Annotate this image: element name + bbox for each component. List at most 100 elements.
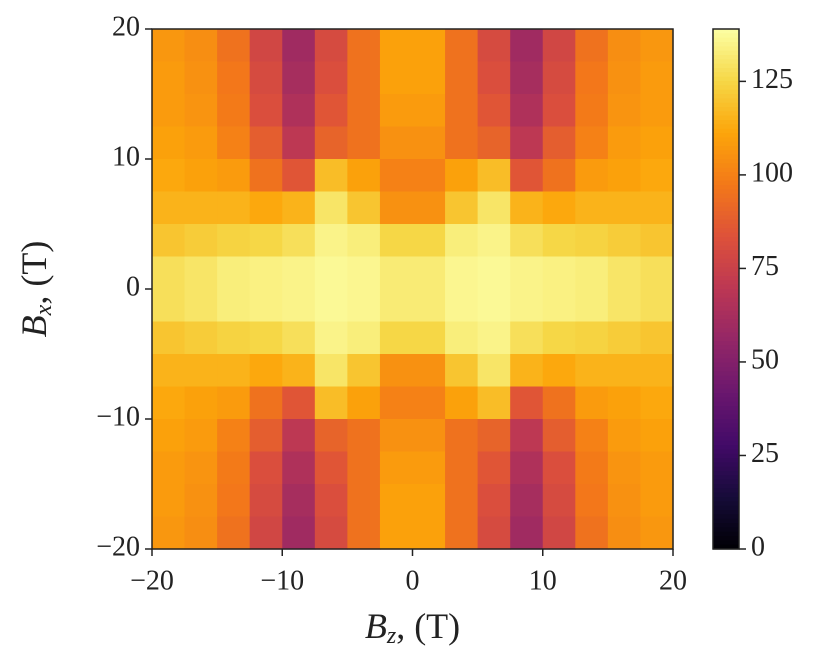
heat-cell xyxy=(575,61,609,95)
heat-cell xyxy=(510,256,544,290)
heat-cell xyxy=(249,516,283,550)
colorbar-slice xyxy=(713,150,739,156)
heat-cell xyxy=(314,354,348,388)
colorbar-slice xyxy=(713,85,739,91)
heat-cell xyxy=(575,126,609,160)
heat-cell xyxy=(640,224,674,258)
colorbar-slice xyxy=(713,50,739,56)
heat-cell xyxy=(249,126,283,160)
heat-cell xyxy=(249,224,283,258)
heat-cell xyxy=(152,159,186,193)
colorbar-slice xyxy=(713,527,739,533)
colorbar-slice xyxy=(713,228,739,234)
heat-cell xyxy=(184,321,218,355)
colorbar-slice xyxy=(713,141,739,147)
heat-cell xyxy=(477,256,511,290)
colorbar-slice xyxy=(713,258,739,264)
heat-cell xyxy=(217,191,251,225)
heat-cell xyxy=(347,516,381,550)
heat-cell xyxy=(379,224,414,258)
heat-cell xyxy=(640,516,674,550)
heat-cell xyxy=(217,386,251,420)
heat-cell xyxy=(412,386,446,420)
colorbar-slice xyxy=(713,267,739,273)
heat-cell xyxy=(640,289,674,323)
heat-cell xyxy=(314,191,348,225)
heat-cell xyxy=(347,321,381,355)
colorbar-frame xyxy=(712,28,740,550)
heat-cell xyxy=(282,256,316,290)
colorbar-slice xyxy=(713,540,739,546)
heat-cell xyxy=(575,484,609,518)
colorbar-slice xyxy=(713,332,739,338)
colorbar-slice xyxy=(713,89,739,95)
heat-cell xyxy=(379,256,414,290)
heat-cell xyxy=(445,61,479,95)
colorbar-slice xyxy=(713,163,739,169)
x-axis-label-part: , (T) xyxy=(396,606,460,646)
colorbar-slice xyxy=(713,458,739,463)
heat-cell xyxy=(152,61,186,95)
heat-cell xyxy=(152,321,186,355)
heat-cell xyxy=(412,191,446,225)
heat-cell xyxy=(607,159,642,193)
heat-cell xyxy=(542,484,576,518)
heat-cell xyxy=(542,516,576,550)
heat-cell xyxy=(184,29,218,63)
heat-cell xyxy=(542,451,576,485)
heat-cell xyxy=(477,29,511,63)
colorbar-slice xyxy=(713,336,739,342)
heat-cell xyxy=(184,191,218,225)
heat-cell xyxy=(607,419,642,453)
heat-cell xyxy=(314,94,348,128)
heat-cell xyxy=(184,94,218,128)
heat-cell xyxy=(510,321,544,355)
y-axis-label-part: B xyxy=(14,315,54,337)
x-tick-label: 0 xyxy=(406,565,420,596)
heat-cell xyxy=(607,386,642,420)
heat-cell xyxy=(575,159,609,193)
colorbar-slice xyxy=(713,501,739,507)
heat-cell xyxy=(184,419,218,453)
heat-cell xyxy=(379,191,414,225)
colorbar-slice xyxy=(713,471,739,476)
colorbar-slice xyxy=(713,375,739,381)
heat-cell xyxy=(477,516,511,550)
heat-cell xyxy=(542,159,576,193)
heat-cell xyxy=(217,94,251,128)
colorbar-slice xyxy=(713,215,739,221)
colorbar-slice xyxy=(713,237,739,242)
colorbar-slice xyxy=(713,189,739,195)
colorbar-slice xyxy=(713,384,739,390)
colorbar-slice xyxy=(713,388,739,394)
heat-cell xyxy=(607,321,642,355)
heat-cell xyxy=(249,61,283,95)
heat-cell xyxy=(575,354,609,388)
heat-cell xyxy=(542,94,576,128)
colorbar-slice xyxy=(713,544,739,550)
colorbar-slice xyxy=(713,315,739,320)
colorbar-slice xyxy=(713,393,739,398)
heat-cell xyxy=(510,289,544,323)
heat-cell xyxy=(607,29,642,63)
heat-cell xyxy=(477,94,511,128)
heat-cell xyxy=(510,419,544,453)
heat-cell xyxy=(152,484,186,518)
colorbar-slice xyxy=(713,462,739,468)
colorbar-slice xyxy=(713,432,739,437)
colorbar-slice xyxy=(713,488,739,494)
colorbar-slice xyxy=(713,380,739,385)
colorbar-slice xyxy=(713,414,739,420)
heat-cell xyxy=(640,126,674,160)
heat-cell xyxy=(184,126,218,160)
colorbar-slice xyxy=(713,453,739,459)
heat-cell xyxy=(184,289,218,323)
x-axis-label: Bz, (T) xyxy=(365,606,460,648)
heat-cell xyxy=(249,29,283,63)
heat-cell xyxy=(249,321,283,355)
heat-cell xyxy=(607,484,642,518)
colorbar-slice xyxy=(713,536,739,541)
heat-cell xyxy=(249,451,283,485)
heat-cell xyxy=(249,94,283,128)
